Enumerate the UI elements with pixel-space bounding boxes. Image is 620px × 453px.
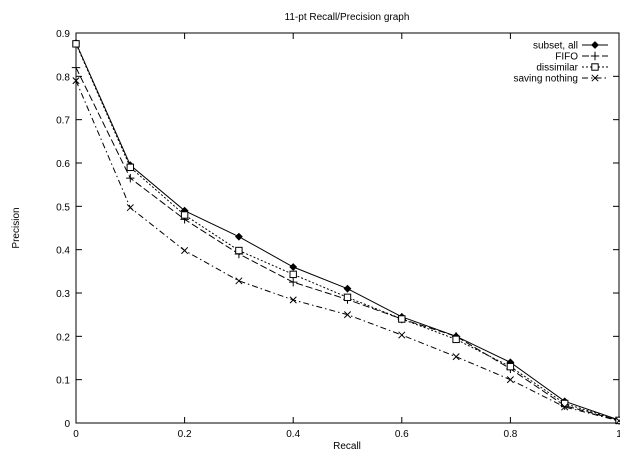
series-line-subset-all bbox=[75, 42, 620, 421]
data-point-saving-nothing bbox=[615, 417, 620, 425]
y-tick-label: 0.2 bbox=[56, 332, 70, 343]
x-tick-label: 0.6 bbox=[395, 429, 409, 440]
plot-frame bbox=[75, 32, 620, 424]
x-tick-label: 0.2 bbox=[178, 429, 192, 440]
y-tick-label: 0.9 bbox=[56, 29, 70, 40]
y-tick-label: 0.3 bbox=[56, 289, 70, 300]
data-point-dissimilar bbox=[452, 335, 460, 344]
legend-label: saving nothing bbox=[514, 74, 579, 85]
data-point-saving-nothing bbox=[343, 311, 352, 319]
data-point-saving-nothing bbox=[452, 353, 460, 361]
legend-swatch-marker bbox=[591, 74, 599, 82]
data-point-dissimilar bbox=[235, 246, 243, 255]
chart-title: 11-pt Recall/Precision graph bbox=[285, 12, 410, 23]
series-saving-nothing bbox=[72, 77, 620, 425]
x-tick-label: 0.4 bbox=[286, 429, 300, 440]
y-tick-label: 0.4 bbox=[56, 246, 70, 257]
data-point-dissimilar bbox=[126, 163, 134, 172]
data-point-saving-nothing bbox=[72, 77, 80, 85]
series-line-dissimilar bbox=[75, 43, 620, 421]
y-axis: 0 0.1 0.2 0.3 0.4 0.5 0.6 0.7 0.8 0.9 bbox=[56, 29, 619, 430]
data-point-saving-nothing bbox=[398, 331, 406, 339]
data-point-saving-nothing bbox=[561, 403, 569, 411]
y-tick-label: 0.6 bbox=[56, 159, 70, 170]
series-dissimilar bbox=[72, 40, 620, 425]
legend-swatch-marker bbox=[590, 51, 600, 61]
y-tick-label: 0.1 bbox=[56, 376, 70, 387]
y-tick-label: 0.8 bbox=[56, 72, 70, 83]
data-point-saving-nothing bbox=[289, 296, 297, 304]
y-tick-label: 0.5 bbox=[56, 202, 70, 213]
data-point-saving-nothing bbox=[181, 246, 189, 255]
x-axis: 0 0.2 0.4 0.6 0.8 1 bbox=[73, 33, 620, 440]
x-tick-label: 0.8 bbox=[503, 429, 517, 440]
y-axis-title: Precision bbox=[11, 207, 22, 248]
data-point-subset-all bbox=[234, 232, 243, 241]
y-tick-label: 0 bbox=[64, 419, 70, 430]
legend-label: subset, all bbox=[533, 41, 578, 52]
data-point-dissimilar bbox=[180, 211, 189, 219]
data-point-fifo bbox=[71, 63, 81, 72]
x-tick-label: 1 bbox=[616, 429, 620, 440]
series-line-fifo bbox=[75, 67, 620, 421]
legend-label: dissimilar bbox=[536, 63, 578, 74]
series-line-saving-nothing bbox=[75, 80, 620, 422]
series-fifo bbox=[71, 63, 620, 425]
data-point-fifo bbox=[126, 173, 135, 183]
data-point-saving-nothing bbox=[235, 277, 243, 285]
x-axis-title: Recall bbox=[333, 441, 361, 452]
data-point-dissimilar bbox=[343, 293, 352, 302]
legend-swatch-marker bbox=[591, 63, 599, 71]
data-point-subset-all bbox=[289, 263, 298, 271]
data-point-dissimilar bbox=[506, 362, 515, 371]
series-subset-all bbox=[72, 39, 620, 424]
legend-swatch-marker bbox=[591, 41, 599, 49]
y-tick-label: 0.7 bbox=[56, 116, 70, 127]
data-point-dissimilar bbox=[72, 40, 80, 48]
data-point-saving-nothing bbox=[506, 376, 514, 384]
data-point-dissimilar bbox=[289, 270, 297, 279]
legend-label: FIFO bbox=[555, 52, 578, 63]
data-point-saving-nothing bbox=[126, 204, 134, 212]
data-point-dissimilar bbox=[398, 315, 406, 323]
data-point-fifo bbox=[289, 277, 298, 287]
series-layer bbox=[71, 39, 620, 425]
x-tick-label: 0 bbox=[73, 429, 79, 440]
data-point-subset-all bbox=[343, 284, 352, 293]
